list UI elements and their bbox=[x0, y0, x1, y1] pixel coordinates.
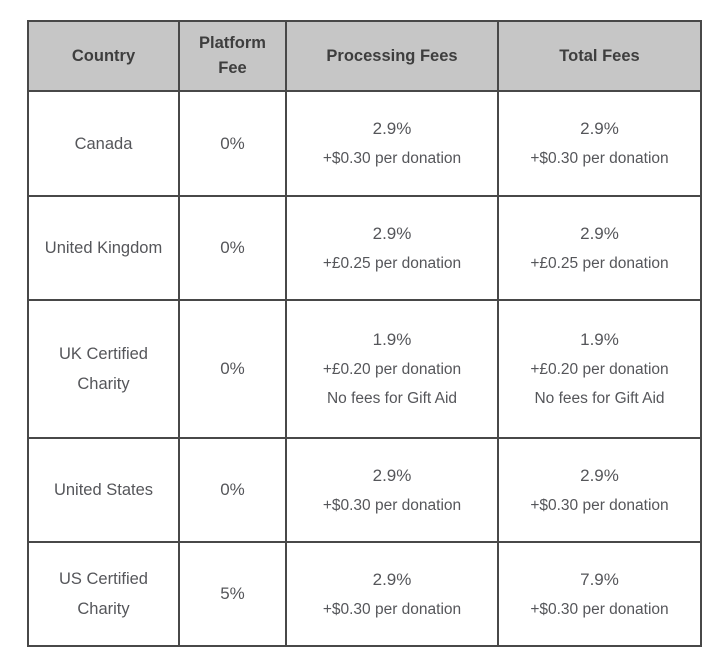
total-fees-cell: 2.9% +$0.30 per donation bbox=[497, 90, 702, 197]
header-cell-processing-fees: Processing Fees bbox=[285, 20, 499, 92]
fee-percent: 2.9% bbox=[372, 223, 412, 243]
fee-note: +$0.30 per donation bbox=[530, 600, 669, 618]
fee-percent: 2.9% bbox=[372, 569, 412, 589]
table-row-canada: Canada 0% 2.9% +$0.30 per donation 2.9% … bbox=[27, 90, 702, 197]
table-row-united-states: United States 0% 2.9% +$0.30 per donatio… bbox=[27, 437, 702, 543]
processing-fees-cell: 2.9% +$0.30 per donation bbox=[285, 90, 499, 197]
country-cell: US Certified Charity bbox=[27, 541, 180, 647]
country-label: United States bbox=[53, 481, 154, 499]
header-line: Platform bbox=[199, 34, 266, 52]
processing-fees-cell: 2.9% +$0.30 per donation bbox=[285, 541, 499, 647]
country-label: Canada bbox=[74, 134, 133, 153]
platform-fee-cell: 0% bbox=[178, 195, 287, 301]
processing-fees-cell: 2.9% +£0.25 per donation bbox=[285, 195, 499, 301]
fee-percent: 2.9% bbox=[580, 119, 619, 138]
fee-note: +£0.25 per donation bbox=[322, 254, 462, 272]
fee-note: No fees for Gift Aid bbox=[326, 390, 458, 407]
table-row-united-kingdom: United Kingdom 0% 2.9% +£0.25 per donati… bbox=[27, 195, 702, 301]
fee-note: No fees for Gift Aid bbox=[534, 390, 665, 407]
platform-fee-cell: 0% bbox=[178, 90, 287, 197]
total-fees-cell: 7.9% +$0.30 per donation bbox=[497, 541, 702, 647]
header-cell-total-fees: Total Fees bbox=[497, 20, 702, 92]
fee-percent: 2.9% bbox=[372, 465, 412, 485]
processing-fees-cell: 2.9% +$0.30 per donation bbox=[285, 437, 499, 543]
header-row: Country Platform Fee Processing Fees Tot… bbox=[27, 20, 702, 92]
header-cell-platform-fee: Platform Fee bbox=[178, 20, 287, 92]
fee-percent: 2.9% bbox=[372, 119, 412, 138]
platform-fee-cell: 5% bbox=[178, 541, 287, 647]
country-cell: United Kingdom bbox=[27, 195, 180, 301]
fee-note: +$0.30 per donation bbox=[322, 600, 462, 618]
total-fees-cell: 2.9% +£0.25 per donation bbox=[497, 195, 702, 301]
fee-note: +£0.20 per donation bbox=[530, 361, 669, 378]
country-label: UK Certified bbox=[59, 345, 148, 363]
fee-percent: 7.9% bbox=[580, 569, 619, 589]
country-cell: United States bbox=[27, 437, 180, 543]
platform-fee-cell: 0% bbox=[178, 437, 287, 543]
table-row-us-certified-charity: US Certified Charity 5% 2.9% +$0.30 per … bbox=[27, 541, 702, 647]
fee-percent: 1.9% bbox=[580, 330, 619, 349]
country-label: Charity bbox=[77, 375, 130, 393]
country-label: US Certified bbox=[59, 570, 148, 588]
fee-note: +$0.30 per donation bbox=[322, 150, 462, 167]
fee-percent: 2.9% bbox=[580, 223, 619, 243]
platform-fee-cell: 0% bbox=[178, 299, 287, 439]
fee-note: +£0.20 per donation bbox=[322, 361, 462, 378]
processing-fees-cell: 1.9% +£0.20 per donation No fees for Gif… bbox=[285, 299, 499, 439]
fee-note: +$0.30 per donation bbox=[530, 150, 669, 167]
fees-table: Country Platform Fee Processing Fees Tot… bbox=[27, 20, 702, 647]
country-label: United Kingdom bbox=[44, 239, 163, 257]
total-fees-cell: 1.9% +£0.20 per donation No fees for Gif… bbox=[497, 299, 702, 439]
fee-percent: 2.9% bbox=[580, 465, 619, 485]
header-cell-country: Country bbox=[27, 20, 180, 92]
total-fees-cell: 2.9% +$0.30 per donation bbox=[497, 437, 702, 543]
fee-note: +$0.30 per donation bbox=[530, 496, 669, 514]
table-row-uk-certified-charity: UK Certified Charity 0% 1.9% +£0.20 per … bbox=[27, 299, 702, 439]
fee-note: +£0.25 per donation bbox=[530, 254, 669, 272]
fee-note: +$0.30 per donation bbox=[322, 496, 462, 514]
country-cell: UK Certified Charity bbox=[27, 299, 180, 439]
country-label: Charity bbox=[77, 600, 130, 618]
fee-percent: 1.9% bbox=[372, 330, 412, 349]
country-cell: Canada bbox=[27, 90, 180, 197]
header-line: Fee bbox=[218, 59, 247, 77]
